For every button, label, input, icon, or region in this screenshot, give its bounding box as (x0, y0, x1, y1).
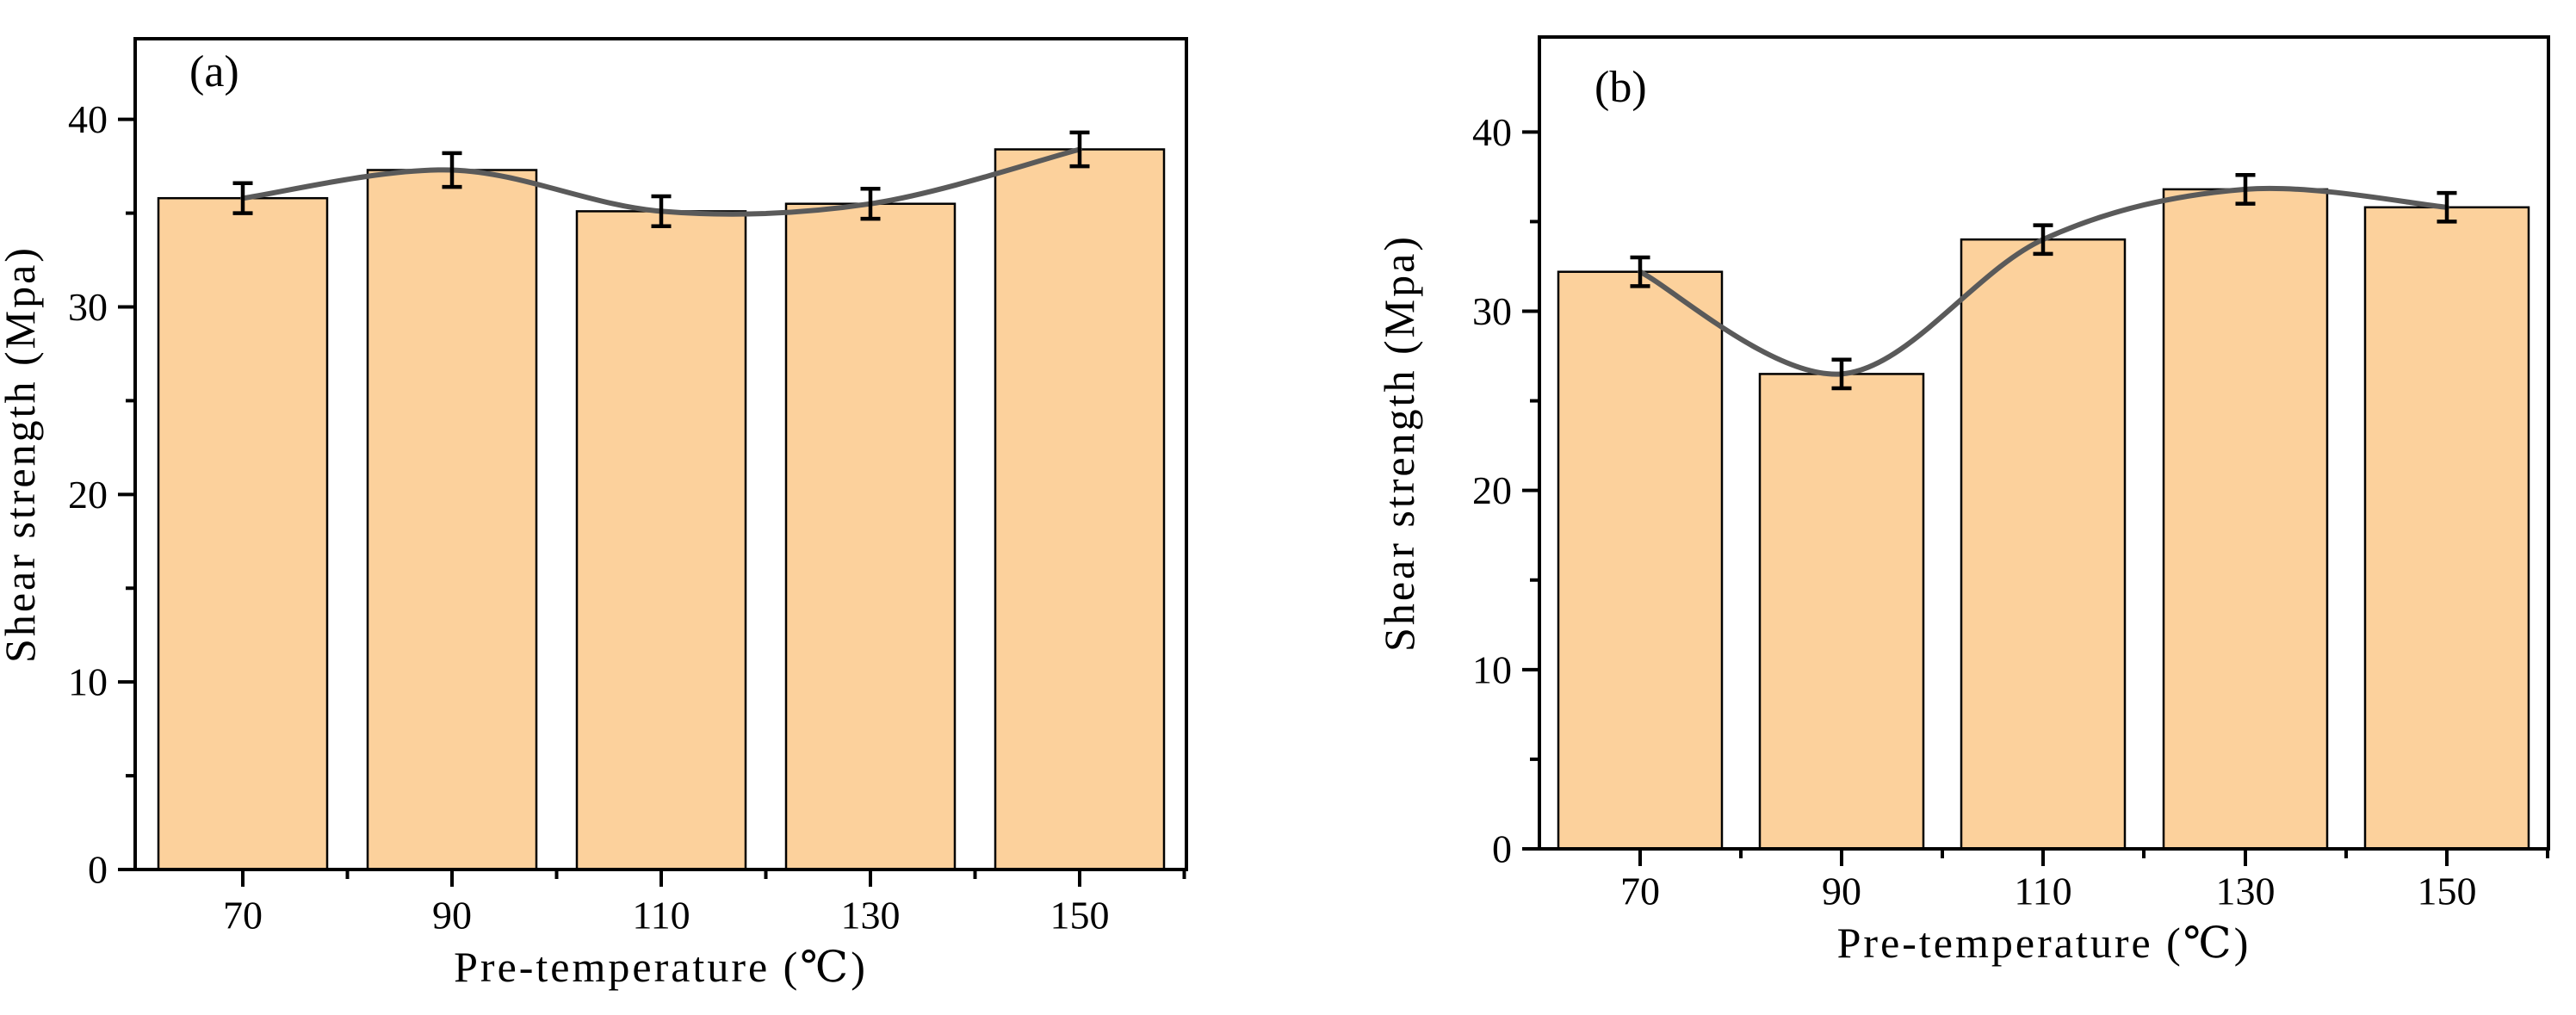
bar-70 (157, 196, 329, 871)
x-tick-label: 110 (2014, 870, 2071, 913)
x-tick-label: 130 (2216, 870, 2276, 913)
bar-70 (1557, 270, 1724, 851)
y-tick-label: 0 (1492, 827, 1512, 871)
x-tick-label: 130 (841, 894, 901, 938)
y-axis-title: Shear strength (Mpa) (0, 245, 44, 663)
y-tick-label: 30 (1472, 289, 1512, 333)
y-tick-label: 20 (1472, 468, 1512, 512)
error-bar-130 (2235, 173, 2256, 206)
x-axis-title: Pre-temperature (℃) (454, 943, 868, 991)
y-tick-label: 10 (68, 660, 108, 704)
bar-150 (2363, 206, 2530, 851)
error-bar-150 (2437, 190, 2457, 224)
error-bar-110 (2033, 223, 2053, 257)
error-bar-90 (1831, 357, 1852, 391)
y-axis-title: Shear strength (Mpa) (1375, 234, 1423, 652)
y-tick-label: 10 (1472, 647, 1512, 691)
x-tick-label: 70 (1620, 870, 1660, 913)
panel-label: (b) (1595, 63, 1647, 112)
trend-curve (1638, 185, 2449, 377)
y-tick-label: 20 (68, 473, 108, 517)
error-bar-110 (651, 194, 672, 229)
chart-panel-a: 0 10 20 30 40 70 90 110 130 150 (a) Pre-temperature… (0, 37, 1188, 991)
bar-90 (366, 169, 538, 871)
error-bar-90 (442, 151, 462, 189)
y-tick-label: 30 (68, 285, 108, 329)
x-tick-label: 150 (1050, 894, 1110, 938)
bar-150 (994, 148, 1166, 871)
error-bar-70 (232, 181, 253, 215)
error-bar-70 (1630, 255, 1650, 288)
x-tick-label: 90 (1822, 870, 1861, 913)
y-tick-label: 0 (88, 848, 108, 892)
bar-130 (784, 202, 957, 871)
panel-label: (a) (189, 47, 239, 96)
x-tick-label: 150 (2418, 870, 2477, 913)
error-bar-130 (860, 187, 881, 221)
chart-panel-b: 0 10 20 30 40 70 90 110 130 150 (b) Pre-temperature… (1375, 35, 2550, 967)
bar-110 (1960, 238, 2127, 851)
x-tick-label: 110 (632, 894, 690, 938)
y-tick-label: 40 (68, 97, 108, 141)
x-tick-label: 70 (223, 894, 263, 938)
error-bar-150 (1069, 130, 1090, 169)
bar-90 (1758, 373, 1925, 851)
x-axis-title: Pre-temperature (℃) (1837, 919, 2251, 967)
x-tick-label: 90 (432, 894, 472, 938)
bar-130 (2162, 188, 2329, 851)
bar-110 (575, 210, 747, 871)
y-tick-label: 40 (1472, 110, 1512, 154)
